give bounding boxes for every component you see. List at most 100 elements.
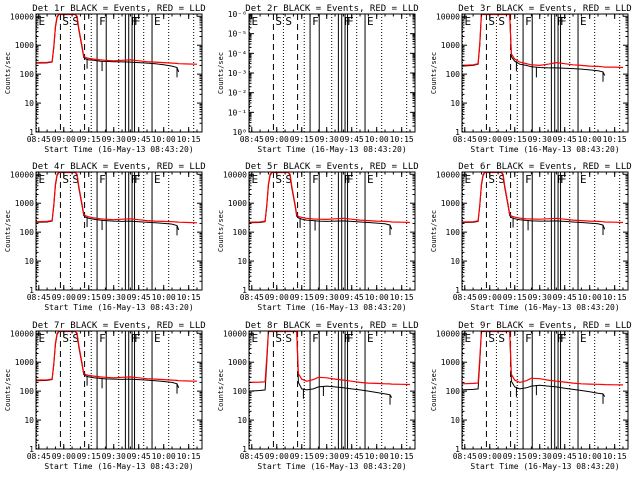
x-tick-label: 09:45 [553,293,577,302]
y-tick-label: 1 [29,286,34,295]
y-tick-label: 10000 [436,329,460,338]
panel-title: Det 1r BLACK = Events, RED = LLD [32,4,205,14]
x-axis-label: Start Time (16-May-13 08:43:20) [44,462,193,471]
y-axis-label: Counts/sec [430,52,438,94]
x-tick-label: 08:45 [240,452,264,461]
panel-title: Det 5r BLACK = Events, RED = LLD [245,162,418,172]
event-marker-label: F [312,173,319,186]
series-line-lld [35,330,198,382]
x-tick-label: 09:45 [127,135,151,144]
event-marker-label: F [560,332,567,345]
event-marker-label: E [580,332,587,345]
y-tick-label: 1 [242,286,247,295]
y-tick-label: 10 [24,416,34,425]
x-tick-label: 10:15 [603,135,627,144]
x-tick-label: 09:15 [77,293,101,302]
x-tick-label: 09:45 [127,293,151,302]
y-tick-label: 10 [237,416,247,425]
event-marker-label: E [367,332,374,345]
y-axis-label: Counts/sec [217,369,225,411]
y-tick-label: 10000 [436,170,460,179]
x-tick-label: 10:00 [152,293,176,302]
x-tick-label: 09:15 [290,135,314,144]
event-marker-label: S [62,173,69,186]
event-marker-label: F [560,173,567,186]
event-marker-label: F [312,332,319,345]
panel-title: Det 3r BLACK = Events, RED = LLD [458,4,631,14]
y-tick-label: 1000 [15,358,34,367]
y-axis-label: Counts/sec [217,210,225,252]
series-line-lld [35,13,198,65]
event-marker-label: S [498,332,505,345]
event-marker-label: E [39,173,46,186]
x-tick-label: 09:00 [52,135,76,144]
event-marker-label: F [557,15,564,28]
event-marker-label: S [275,173,282,186]
y-tick-label: 1 [29,128,34,137]
event-marker-label: F [99,15,106,28]
x-tick-label: 10:00 [578,452,602,461]
y-tick-label: 10 [450,257,460,266]
x-tick-label: 09:45 [340,452,364,461]
panel-title: Det 4r BLACK = Events, RED = LLD [32,162,205,172]
x-tick-label: 10:15 [390,452,414,461]
y-tick-label: 10 [450,99,460,108]
y-tick-label: 10000 [10,329,34,338]
event-marker-label: F [525,15,532,28]
y-tick-label: 1000 [228,199,247,208]
event-marker-label: F [560,15,567,28]
y-tick-label: 1000 [441,199,460,208]
x-axis-label: Start Time (16-May-13 08:43:20) [470,145,619,154]
y-tick-label: 1 [242,445,247,454]
event-marker-label: S [72,15,79,28]
event-marker-label: F [557,173,564,186]
event-marker-label: E [39,15,46,28]
x-tick-label: 09:45 [553,135,577,144]
x-tick-label: 09:00 [52,452,76,461]
event-marker-label: S [285,332,292,345]
y-tick-label: 10⁻³ [228,69,247,78]
event-marker-label: F [134,173,141,186]
y-tick-label: 100 [446,387,461,396]
x-tick-label: 10:00 [578,135,602,144]
x-tick-label: 09:15 [290,293,314,302]
y-tick-label: 100 [20,228,35,237]
series-line-lld [35,171,198,224]
x-axis-label: Start Time (16-May-13 08:43:20) [44,303,193,312]
x-tick-label: 08:45 [27,135,51,144]
y-tick-label: 10 [450,416,460,425]
x-tick-label: 09:30 [315,452,339,461]
x-tick-label: 09:45 [553,452,577,461]
y-tick-label: 100 [20,387,35,396]
x-tick-label: 08:45 [27,452,51,461]
x-tick-label: 10:15 [177,135,201,144]
panel-title: Det 9r BLACK = Events, RED = LLD [458,321,631,331]
y-tick-label: 100 [446,228,461,237]
plot-frame [248,330,416,450]
event-marker-label: E [465,15,472,28]
event-marker-label: S [488,332,495,345]
x-tick-label: 09:00 [478,135,502,144]
y-tick-label: 10000 [223,170,247,179]
event-marker-label: E [367,15,374,28]
event-marker-label: S [72,332,79,345]
y-tick-label: 10000 [10,170,34,179]
series-line-lld [248,171,411,224]
event-marker-label: E [39,332,46,345]
x-tick-label: 10:15 [177,452,201,461]
event-marker-label: F [131,15,138,28]
event-marker-label: F [134,15,141,28]
panel-title: Det 2r BLACK = Events, RED = LLD [245,4,418,14]
plot-frame [461,171,629,291]
x-tick-label: 09:30 [528,452,552,461]
panel-title: Det 8r BLACK = Events, RED = LLD [245,321,418,331]
event-marker-label: F [347,332,354,345]
event-marker-label: F [557,332,564,345]
plot-frame [35,330,203,450]
y-tick-label: 100 [233,228,248,237]
event-marker-label: S [72,173,79,186]
